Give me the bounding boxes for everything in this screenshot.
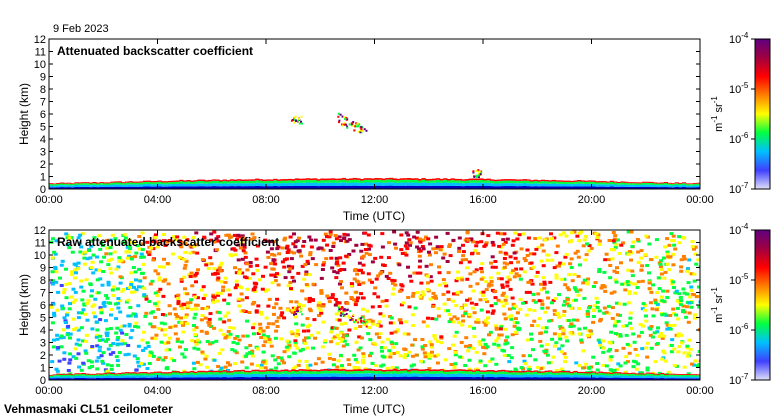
- panel-1-x-axis: 00:00 04:00 08:00 12:00 16:00 20:00 00:00: [35, 39, 714, 206]
- cloud-descending-3: [336, 303, 368, 328]
- panel-1-colorbar: 10-4 10-5 10-6 10-7 m-1 sr-1: [710, 31, 771, 196]
- colorbar-tick-label: 10-7: [729, 181, 749, 196]
- colorbar-unit-label: m-1 sr-1: [710, 96, 725, 132]
- panel-2-y-label: Height (km): [17, 274, 31, 336]
- y-tick-label: 1: [40, 363, 46, 375]
- raw-noise-field: [49, 230, 700, 380]
- panel-2-colorbar: 10-4 10-5 10-6 10-7 m-1 sr-1: [710, 222, 771, 387]
- y-tick-label: 3: [40, 147, 46, 159]
- cloud-layer-2: [291, 306, 303, 316]
- colorbar-tick-label: 10-7: [729, 372, 749, 387]
- x-tick-label: 16:00: [469, 194, 497, 206]
- panel-1-heatmap: [49, 112, 700, 189]
- y-tick-label: 7: [40, 97, 46, 109]
- x-tick-label: 00:00: [35, 194, 63, 206]
- panel-2-heatmap: [49, 230, 700, 380]
- boundary-layer-1: [49, 368, 700, 380]
- panel-1-x-label: Time (UTC): [343, 209, 405, 223]
- x-tick-label: 00:00: [686, 194, 714, 206]
- y-tick-label: 10: [34, 59, 46, 71]
- y-tick-label: 2: [40, 350, 46, 362]
- y-tick-label: 9: [40, 72, 46, 84]
- cloud-layer-3: [472, 169, 483, 179]
- y-tick-label: 8: [40, 275, 46, 287]
- y-tick-label: 10: [34, 250, 46, 262]
- y-tick-label: 11: [35, 238, 46, 250]
- y-tick-label: 12: [34, 34, 46, 46]
- panel-2-x-axis: 00:00 04:00 08:00 12:00 16:00 20:00 00:00: [35, 230, 714, 397]
- x-tick-label: 04:00: [144, 194, 172, 206]
- colorbar-tick-label: 10-5: [729, 81, 749, 96]
- y-tick-label: 4: [40, 325, 46, 337]
- boundary-layer-0: [49, 177, 700, 189]
- panel-1-frame: [48, 38, 701, 190]
- colorbar-tick-label: 10-4: [729, 222, 749, 237]
- x-tick-label: 20:00: [578, 194, 606, 206]
- x-tick-label: 04:00: [144, 385, 172, 397]
- y-tick-label: 0: [40, 375, 46, 387]
- y-tick-label: 7: [40, 288, 46, 300]
- x-tick-label: 16:00: [469, 385, 497, 397]
- panel-2-x-label: Time (UTC): [343, 402, 405, 416]
- y-tick-label: 11: [35, 47, 46, 59]
- panel-attenuated: Attenuated backscatter coefficient 01234…: [17, 31, 771, 223]
- date-label: 9 Feb 2023: [53, 23, 109, 35]
- x-tick-label: 08:00: [252, 385, 280, 397]
- colorbar-unit-label: m-1 sr-1: [710, 287, 725, 323]
- cloud-layer-1: [290, 115, 303, 125]
- x-tick-label: 00:00: [35, 385, 63, 397]
- y-tick-label: 6: [40, 300, 46, 312]
- colorbar-tick-label: 10-4: [729, 31, 749, 46]
- panel-2-title: Raw attenuated backscatter coefficient: [57, 235, 279, 249]
- cloud-descending-2: [337, 112, 368, 134]
- instrument-footer: Vehmasmaki CL51 ceilometer: [4, 402, 173, 416]
- y-tick-label: 5: [40, 313, 46, 325]
- colorbar-tick-label: 10-5: [729, 272, 749, 287]
- y-tick-label: 9: [40, 263, 46, 275]
- colorbar-gradient-bar: [754, 229, 771, 381]
- x-tick-label: 08:00: [252, 194, 280, 206]
- y-tick-label: 8: [40, 84, 46, 96]
- y-tick-label: 0: [40, 184, 46, 196]
- x-tick-label: 12:00: [361, 385, 389, 397]
- y-tick-label: 5: [40, 122, 46, 134]
- y-tick-label: 4: [40, 134, 46, 146]
- x-tick-label: 00:00: [686, 385, 714, 397]
- y-tick-label: 2: [40, 159, 46, 171]
- x-tick-label: 20:00: [578, 385, 606, 397]
- panel-raw: Raw attenuated backscatter coefficient 0…: [17, 222, 771, 416]
- colorbar-gradient-bar: [754, 38, 771, 190]
- y-tick-label: 1: [40, 172, 46, 184]
- y-tick-label: 6: [40, 109, 46, 121]
- x-tick-label: 12:00: [361, 194, 389, 206]
- panel-1-title: Attenuated backscatter coefficient: [57, 44, 253, 58]
- y-tick-label: 12: [34, 225, 46, 237]
- y-tick-label: 3: [40, 338, 46, 350]
- panel-1-y-label: Height (km): [17, 83, 31, 145]
- colorbar-tick-label: 10-6: [729, 131, 749, 146]
- colorbar-tick-label: 10-6: [729, 322, 749, 337]
